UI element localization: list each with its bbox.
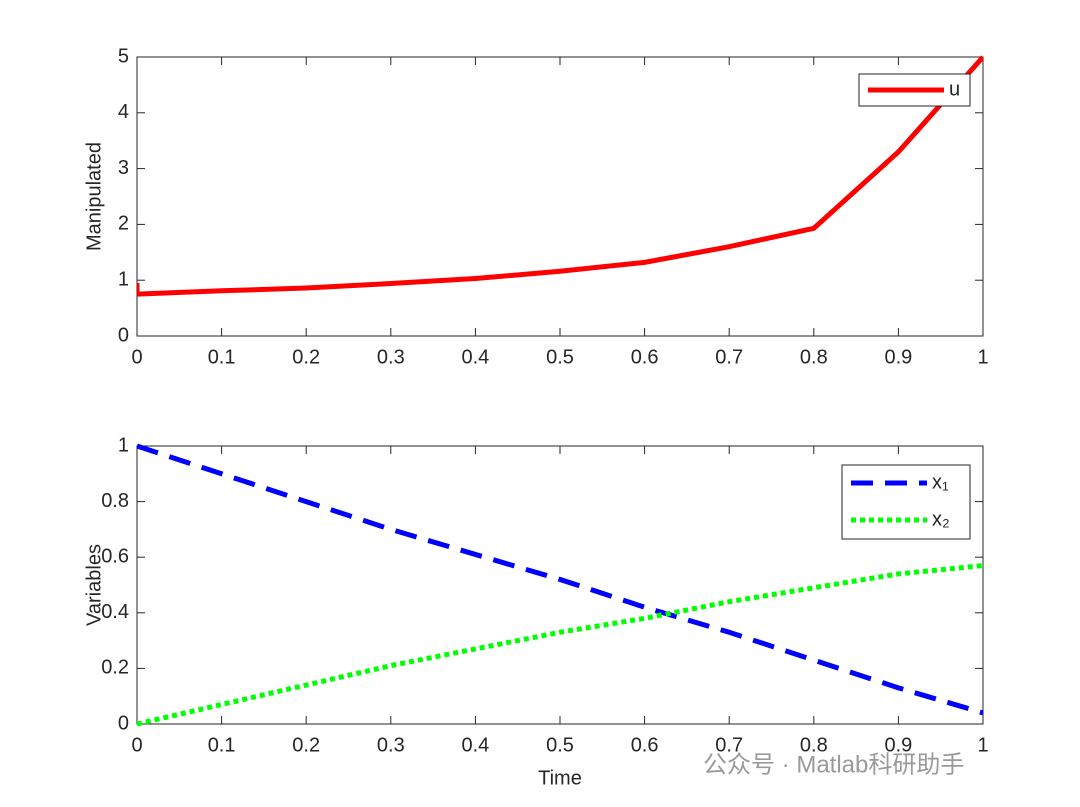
x-tick-label: 0.2: [292, 734, 320, 756]
y-tick-label: 0.4: [101, 601, 129, 623]
plot-area: [136, 56, 984, 337]
y-tick-label: 4: [118, 101, 129, 123]
x-tick-label: 0.9: [884, 346, 912, 368]
y-axis-label: Variables: [83, 544, 105, 626]
x-tick-label: 0: [131, 734, 142, 756]
x-tick-label: 0.4: [461, 346, 489, 368]
x-axis-label: Time: [538, 767, 582, 789]
plot-lines: [137, 55, 983, 297]
y-tick-label: 0.6: [101, 545, 129, 567]
x-tick-label: 0.1: [208, 346, 236, 368]
x-tick-label: 0.7: [715, 734, 743, 756]
y-tick-label: 0: [118, 324, 129, 346]
x-tick-label: 0.5: [546, 346, 574, 368]
x-tick-label: 0.5: [546, 734, 574, 756]
x-tick-label: 0.8: [800, 734, 828, 756]
x-tick-label: 0.6: [631, 346, 659, 368]
y-axis-label: Manipulated: [83, 142, 105, 251]
x-tick-label: 0.1: [208, 734, 236, 756]
x-tick-label: 0.3: [377, 734, 405, 756]
y-tick-label: 1: [118, 268, 129, 290]
legend-label: x₁: [932, 471, 949, 493]
x-tick-label: 0.4: [461, 734, 489, 756]
y-tick-label: 0.2: [101, 657, 129, 679]
x-tick-label: 0: [131, 346, 142, 368]
y-tick-label: 1: [118, 434, 129, 456]
x-tick-label: 0.8: [800, 346, 828, 368]
x-tick-label: 0.9: [884, 734, 912, 756]
y-tick-label: 3: [118, 157, 129, 179]
legend-label: x₂: [932, 508, 950, 530]
y-tick-label: 0: [118, 712, 129, 734]
plot-lines: [137, 443, 983, 727]
data-line: [137, 55, 983, 297]
legend-label: u: [949, 78, 960, 100]
x-tick-label: 0.6: [631, 734, 659, 756]
data-line: [137, 443, 983, 716]
x-tick-label: 0.3: [377, 346, 405, 368]
x-tick-label: 0.7: [715, 346, 743, 368]
y-tick-label: 5: [118, 45, 129, 67]
y-tick-label: 0.8: [101, 490, 129, 512]
watermark: 公众号 · Matlab科研助手: [703, 751, 964, 778]
y-tick-label: 2: [118, 213, 129, 235]
x-tick-label: 0.2: [292, 346, 320, 368]
x-tick-label: 1: [977, 734, 988, 756]
data-line: [137, 563, 983, 727]
legend-box: [841, 464, 971, 540]
x-tick-label: 1: [977, 346, 988, 368]
